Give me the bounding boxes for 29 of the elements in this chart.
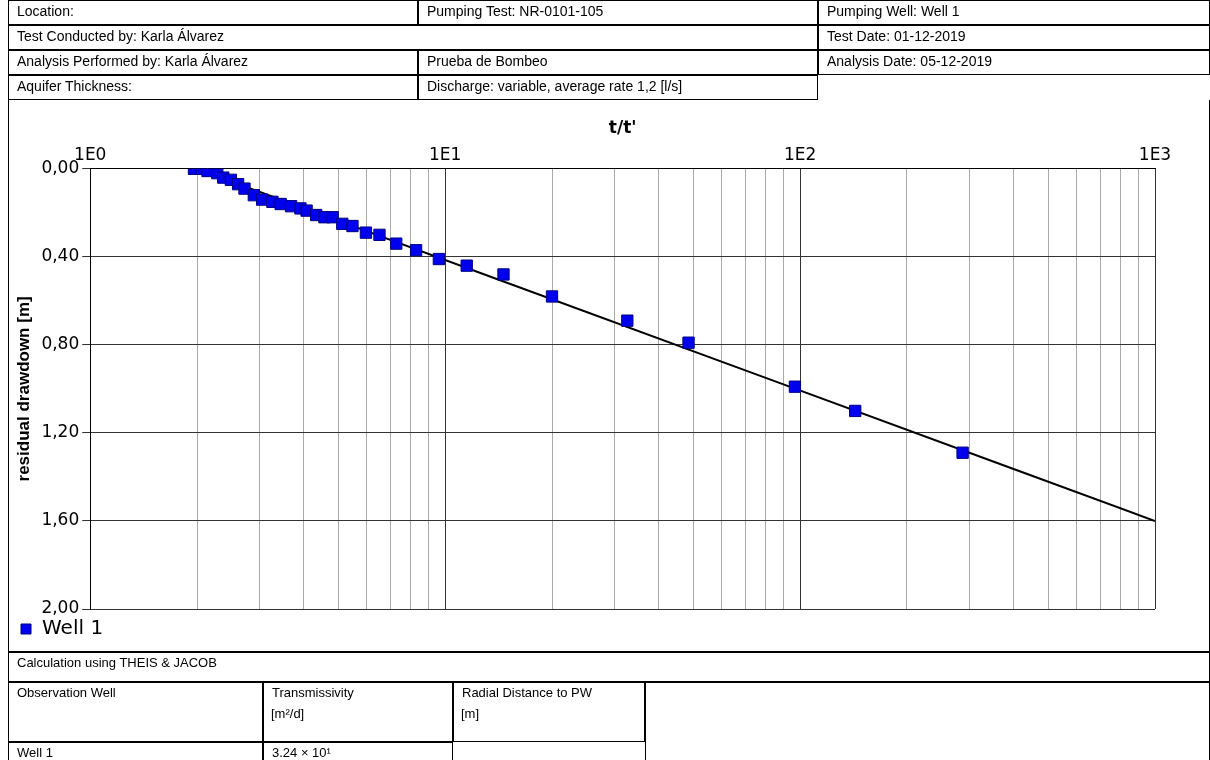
y-axis-title: residual drawdown [m]: [13, 296, 33, 482]
text: Test Date: 01-12-2019: [818, 25, 1210, 50]
text: Calculation using THEIS & JACOB: [8, 652, 1210, 682]
text: Discharge: variable, average rate 1,2 [l/s]: [418, 75, 818, 100]
text: Pumping Test: NR-0101-105: [418, 0, 818, 25]
text: Observation Well: [8, 682, 263, 742]
text: Radial Distance to PW: [462, 685, 593, 700]
x-axis-title: t/t': [608, 116, 637, 137]
text: Pumping Well: Well 1: [818, 0, 1210, 25]
text: Location:: [8, 0, 418, 25]
legend-label: Well 1: [42, 615, 104, 640]
y-tick-label: 1,20: [41, 421, 80, 442]
text: Analysis Performed by: Karla Álvarez: [8, 50, 418, 75]
y-tick-label: 2,00: [41, 597, 80, 618]
text: Aquifer Thickness:: [8, 75, 418, 100]
y-tick-label: 0,80: [41, 333, 80, 354]
y-tick-label: 1,60: [41, 509, 80, 530]
text: [m]: [460, 705, 481, 723]
x-tick-label: 1E1: [428, 144, 462, 165]
text: Analysis Date: 05-12-2019: [818, 50, 1210, 75]
text: 3.24 × 10¹: [263, 742, 453, 760]
text: [m²/d]: [270, 705, 306, 723]
text: Prueba de Bombeo: [418, 50, 818, 75]
x-tick-label: 1E2: [783, 144, 817, 165]
y-tick-label: 0,40: [41, 245, 80, 266]
text: Transmissivity: [272, 685, 354, 700]
x-tick-label: 1E3: [1138, 144, 1172, 165]
text: Well 1: [8, 742, 263, 760]
text: Test Conducted by: Karla Álvarez: [8, 25, 818, 50]
